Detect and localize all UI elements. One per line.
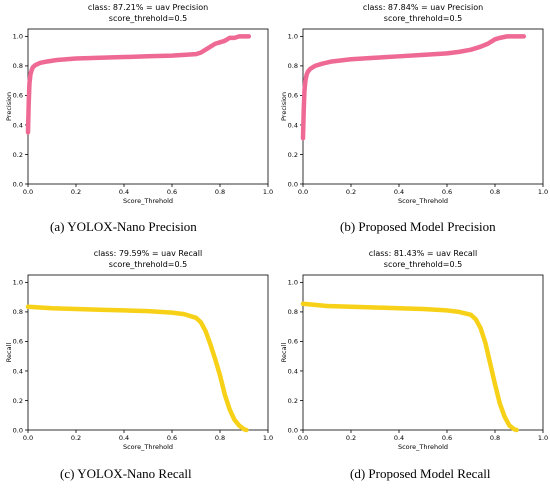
x-tick-label: 0.6 (442, 434, 452, 442)
x-tick-label: 0.8 (490, 188, 500, 196)
x-tick-label: 1.0 (538, 434, 548, 442)
caption-a: (a) YOLOX-Nano Precision (50, 219, 197, 234)
y-tick-label: 0.2 (13, 151, 23, 159)
y-tick-label: 0.6 (13, 92, 23, 100)
caption-d: (d) Proposed Model Recall (350, 466, 491, 481)
x-tick-label: 0.6 (167, 434, 177, 442)
x-tick-label: 0.0 (298, 188, 308, 196)
chart-title: class: 81.43% = uav Recall (369, 249, 478, 258)
chart-b-svg: class: 87.84% = uav Precision score_threh… (280, 3, 548, 205)
y-tick-label: 0.0 (13, 426, 23, 434)
x-tick-label: 0.0 (23, 188, 33, 196)
y-tick-label: 1.0 (13, 279, 23, 287)
x-tick-label: 0.2 (71, 188, 81, 196)
y-tick-label: 0.6 (288, 338, 298, 346)
chart-title: class: 87.84% = uav Precision (363, 3, 483, 12)
series-line (25, 304, 249, 433)
x-axis-label: Score_Threhold (398, 197, 448, 205)
y-tick-label: 0.6 (13, 338, 23, 346)
x-tick-label: 0.0 (23, 434, 33, 442)
y-tick-label: 0.8 (13, 62, 23, 70)
x-tick-label: 0.8 (490, 434, 500, 442)
y-tick-label: 1.0 (288, 33, 298, 41)
y-axis-label: Precision (280, 92, 288, 121)
y-tick-label: 0.0 (13, 180, 23, 188)
chart-subtitle: score_threhold=0.5 (384, 14, 462, 23)
x-axis-label: Score_Threhold (123, 443, 173, 451)
y-tick-label: 0.4 (288, 121, 298, 129)
chart-a-svg: class: 87.21% = uav Precision score_threh… (5, 3, 273, 205)
chart-title: class: 79.59% = uav Recall (94, 249, 203, 258)
plot-frame (27, 274, 269, 431)
plot-frame (302, 28, 544, 185)
x-tick-label: 1.0 (538, 188, 548, 196)
chart-panel-a: class: 87.21% = uav Precision score_threh… (0, 0, 275, 212)
x-tick-label: 0.6 (167, 188, 177, 196)
y-tick-label: 1.0 (288, 279, 298, 287)
x-tick-label: 0.2 (346, 434, 356, 442)
chart-panel-b: class: 87.84% = uav Precision score_threh… (275, 0, 550, 212)
y-tick-label: 0.2 (288, 151, 298, 159)
y-tick-label: 0.4 (13, 121, 23, 129)
y-tick-label: 0.8 (288, 62, 298, 70)
y-axis-label: Precision (5, 92, 13, 121)
chart-panel-c: class: 79.59% = uav Recall score_threhold… (0, 246, 275, 458)
chart-subtitle: score_threhold=0.5 (109, 260, 187, 269)
x-tick-label: 1.0 (263, 188, 273, 196)
x-tick-label: 0.2 (71, 434, 81, 442)
chart-title: class: 87.21% = uav Precision (88, 3, 208, 12)
y-tick-label: 0.4 (288, 367, 298, 375)
y-tick-label: 0.0 (288, 180, 298, 188)
y-tick-label: 0.6 (288, 92, 298, 100)
series-line (25, 34, 252, 135)
x-tick-label: 0.6 (442, 188, 452, 196)
x-axis-label: Score_Threhold (398, 443, 448, 451)
caption-c: (c) YOLOX-Nano Recall (60, 466, 192, 481)
y-tick-label: 1.0 (13, 33, 23, 41)
y-tick-label: 0.2 (13, 397, 23, 405)
x-tick-label: 0.0 (298, 434, 308, 442)
x-tick-label: 0.8 (215, 434, 225, 442)
y-tick-label: 0.8 (13, 308, 23, 316)
series-line (300, 34, 527, 141)
chart-panel-d: class: 81.43% = uav Recall score_threhold… (275, 246, 550, 458)
x-tick-label: 0.4 (119, 188, 129, 196)
chart-subtitle: score_threhold=0.5 (384, 260, 462, 269)
x-tick-label: 0.4 (119, 434, 129, 442)
y-axis-label: Recall (280, 343, 288, 363)
chart-c-svg: class: 79.59% = uav Recall score_threhold… (5, 249, 273, 451)
x-tick-label: 1.0 (263, 434, 273, 442)
x-tick-label: 0.4 (394, 188, 404, 196)
y-tick-label: 0.2 (288, 397, 298, 405)
y-tick-label: 0.4 (13, 367, 23, 375)
y-tick-label: 0.0 (288, 426, 298, 434)
chart-d-svg: class: 81.43% = uav Recall score_threhold… (280, 249, 548, 451)
y-tick-label: 0.8 (288, 308, 298, 316)
x-tick-label: 0.8 (215, 188, 225, 196)
x-tick-label: 0.2 (346, 188, 356, 196)
plot-frame (302, 274, 544, 431)
x-axis-label: Score_Threhold (123, 197, 173, 205)
x-tick-label: 0.4 (394, 434, 404, 442)
chart-subtitle: score_threhold=0.5 (109, 14, 187, 23)
plot-frame (27, 28, 269, 185)
y-axis-label: Recall (5, 343, 13, 363)
caption-b: (b) Proposed Model Precision (340, 219, 496, 234)
series-line (300, 301, 519, 433)
